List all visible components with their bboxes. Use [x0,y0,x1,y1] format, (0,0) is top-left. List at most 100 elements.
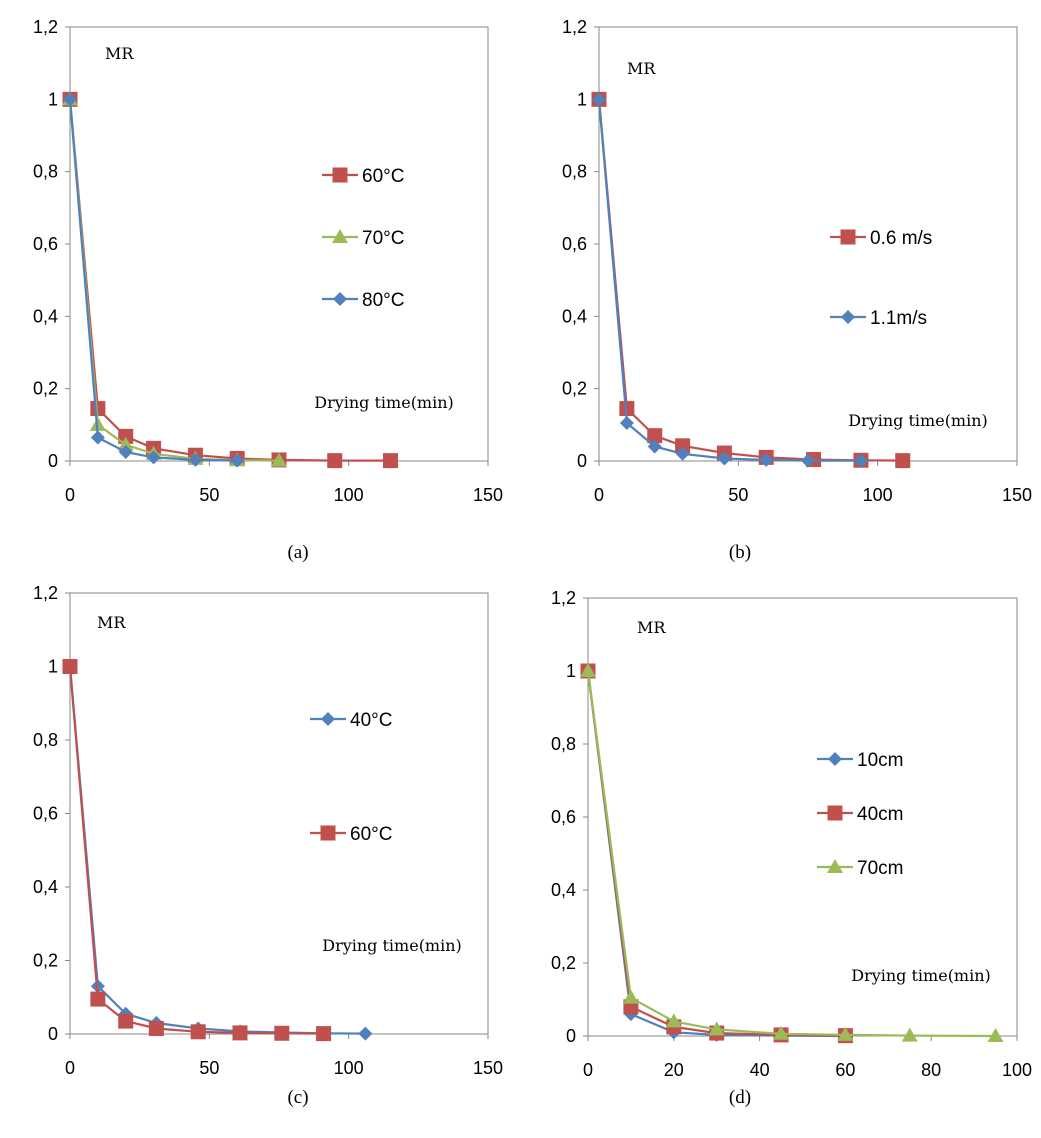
legend-entry: 60°C [322,166,404,187]
data-point [592,92,606,107]
data-point [327,453,343,469]
y-tick-label: 0,6 [33,804,58,824]
data-point [895,453,911,469]
x-axis-label: Drying time(min) [851,966,991,985]
legend-marker [332,229,348,243]
x-tick-label: 80 [921,1060,941,1080]
data-point [90,430,105,445]
y-tick-label: 0,4 [33,877,58,897]
series-line [586,670,996,1038]
x-tick-label: 150 [473,1058,503,1078]
data-point [675,446,690,461]
data-point [90,991,106,1007]
data-point [230,453,245,468]
y-tick-label: 0,6 [551,807,576,827]
series-line [597,99,861,462]
data-point [580,663,596,677]
data-point [188,452,203,467]
legend-label: 60°C [350,824,392,845]
x-tick-label: 150 [473,485,503,505]
data-point [358,1026,373,1041]
x-tick-label: 0 [65,485,75,505]
series-line [68,99,238,462]
data-point [708,1021,725,1036]
y-tick-label: 0 [48,451,58,471]
y-tick-label: 1 [48,89,58,109]
y-tick-label: 0,2 [562,379,587,399]
data-point [622,989,639,1004]
x-tick-label: 20 [664,1060,684,1080]
data-point [117,436,134,451]
y-tick-label: 1,2 [33,17,58,37]
data-point [901,1027,918,1042]
series-80°C [63,92,245,468]
y-tick-label: 0 [48,1024,58,1044]
legend-marker [840,229,856,245]
y-axis-label: MR [637,618,666,637]
y-tick-label: 0 [577,451,587,471]
y-tick-label: 1 [566,661,576,681]
x-tick-label: 150 [1002,485,1032,505]
data-point [232,1025,248,1041]
y-axis-label: MR [627,59,656,78]
x-axis-label: Drying time(min) [848,411,988,430]
data-point [148,1020,164,1036]
y-tick-label: 0,6 [33,234,58,254]
legend-entry: 1.1m/s [830,308,927,329]
y-tick-label: 0,8 [33,162,58,182]
legend-marker [320,825,336,841]
y-tick-label: 0,2 [33,951,58,971]
legend-marker [332,167,348,183]
data-point [118,444,133,459]
y-tick-label: 0,4 [33,306,58,326]
data-point [382,453,398,469]
series-10cm [581,664,853,1043]
legend-marker [333,292,347,306]
y-tick-label: 0 [566,1026,576,1046]
y-tick-label: 0,4 [551,880,576,900]
plot-frame [598,26,1018,462]
y-tick-label: 0,8 [562,162,587,182]
x-axis-label: Drying time(min) [322,936,462,955]
data-point [118,1013,134,1029]
y-tick-label: 0,8 [551,734,576,754]
data-point [316,1026,332,1042]
data-point [62,659,78,674]
data-point [837,1026,854,1041]
legend-marker [841,310,855,324]
legend-entry: 0.6 m/s [830,228,932,249]
x-tick-label: 0 [594,485,604,505]
y-tick-label: 1 [48,657,58,677]
x-tick-label: 50 [728,485,748,505]
legend-label: 1.1m/s [870,308,927,329]
x-tick-label: 40 [750,1060,770,1080]
legend-entry: 40cm [817,804,903,825]
y-tick-label: 0,2 [33,379,58,399]
x-tick-label: 100 [1002,1060,1032,1080]
data-point [146,450,161,465]
x-tick-label: 0 [583,1060,593,1080]
series-60°C [62,659,332,1042]
data-point [987,1028,1004,1042]
legend-entry: 40°C [310,710,392,731]
chart-panel-a: 0 0,2 0,4 0,6 0,8 1 1,2 0 50 100 150 MR Drying time(… [33,17,503,563]
x-axis-label: Drying time(min) [314,393,454,412]
legend-marker [321,712,335,726]
y-axis-label: MR [105,44,134,63]
panel-caption: (d) [729,1087,751,1108]
legend-entry: 10cm [817,750,903,771]
data-point [647,439,662,454]
series-70cm [580,663,1004,1042]
series-line [68,666,366,1035]
legend-label: 60°C [362,166,404,187]
legend-label: 0.6 m/s [870,228,932,249]
y-tick-label: 1,2 [562,17,587,37]
legend-entry: 70°C [322,228,404,249]
series-40cm [580,663,853,1044]
chart-panel-b: 0 0,2 0,4 0,6 0,8 1 1,2 0 50 100 150 MR Drying time(… [562,17,1032,563]
data-point [63,92,77,107]
y-axis-label: MR [97,613,126,632]
legend-entry: 80°C [322,290,404,311]
chart-panel-d: 0 0,2 0,4 0,6 0,8 1 1,2 0 20 40 60 80 100 MR Drying ti… [551,588,1032,1108]
